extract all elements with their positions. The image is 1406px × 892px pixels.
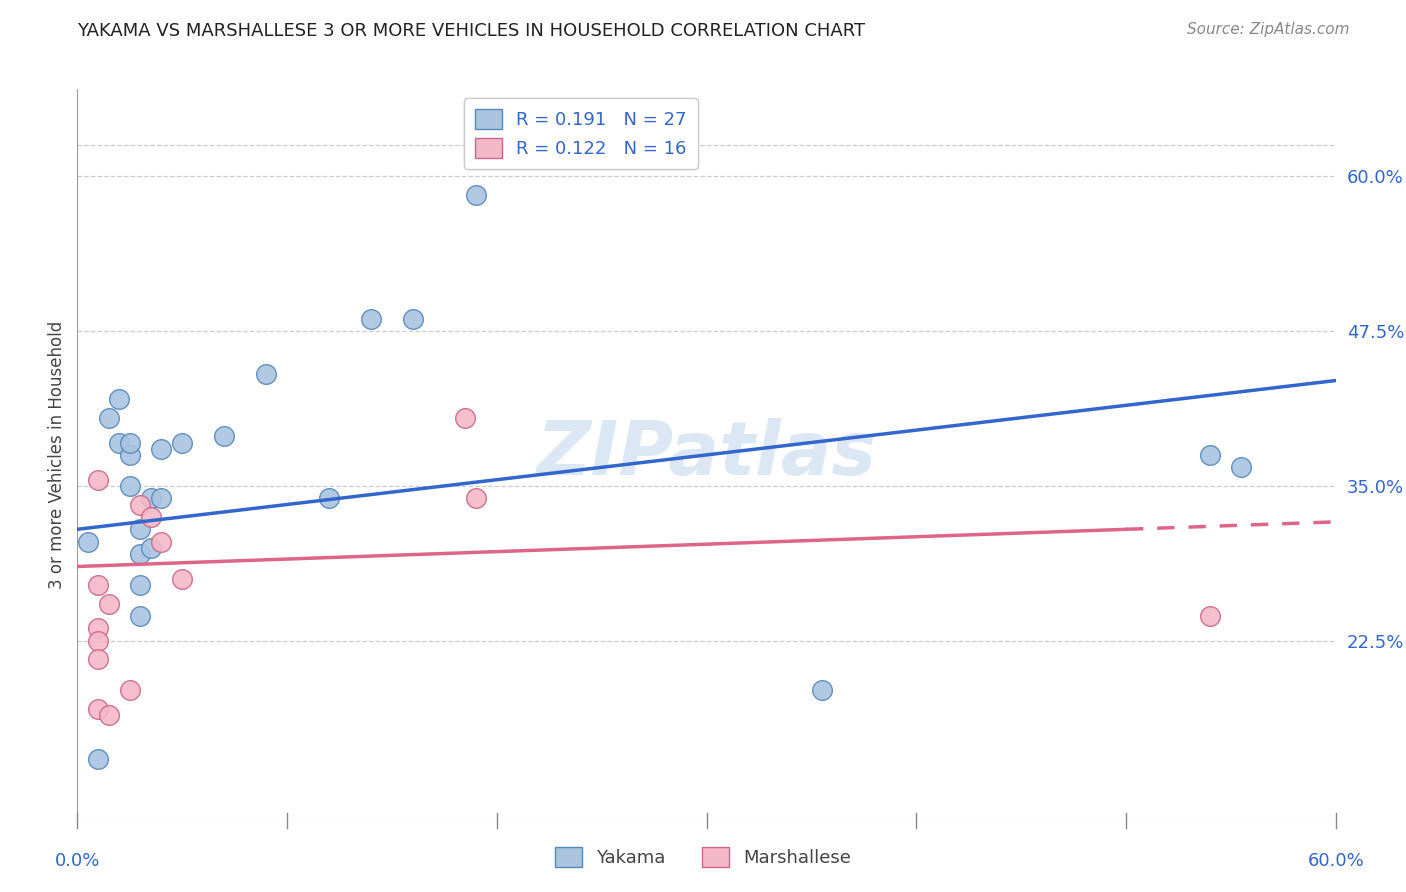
Point bbox=[129, 578, 152, 592]
Y-axis label: 3 or more Vehicles in Household: 3 or more Vehicles in Household bbox=[48, 321, 66, 589]
Point bbox=[129, 498, 152, 512]
Text: 0.0%: 0.0% bbox=[55, 852, 100, 870]
Point bbox=[87, 652, 110, 666]
Point bbox=[150, 491, 173, 506]
Point bbox=[118, 448, 141, 462]
Point bbox=[464, 491, 486, 506]
Point bbox=[97, 410, 120, 425]
Legend: R = 0.191   N = 27, R = 0.122   N = 16: R = 0.191 N = 27, R = 0.122 N = 16 bbox=[464, 98, 697, 169]
Point bbox=[1199, 448, 1222, 462]
Point bbox=[129, 547, 152, 561]
Point bbox=[139, 541, 162, 555]
Point bbox=[108, 392, 131, 406]
Point bbox=[108, 435, 131, 450]
Text: Source: ZipAtlas.com: Source: ZipAtlas.com bbox=[1187, 22, 1350, 37]
Point bbox=[118, 479, 141, 493]
Legend: Yakama, Marshallese: Yakama, Marshallese bbox=[547, 839, 859, 874]
Point bbox=[97, 708, 120, 723]
Text: ZIPatlas: ZIPatlas bbox=[537, 418, 876, 491]
Text: 60.0%: 60.0% bbox=[1308, 852, 1364, 870]
Point bbox=[87, 578, 110, 592]
Point bbox=[87, 622, 110, 636]
Point bbox=[87, 473, 110, 487]
Point bbox=[97, 597, 120, 611]
Point bbox=[150, 442, 173, 456]
Point bbox=[172, 435, 194, 450]
Point bbox=[811, 683, 834, 698]
Point bbox=[254, 368, 277, 382]
Point bbox=[172, 572, 194, 586]
Text: YAKAMA VS MARSHALLESE 3 OR MORE VEHICLES IN HOUSEHOLD CORRELATION CHART: YAKAMA VS MARSHALLESE 3 OR MORE VEHICLES… bbox=[77, 22, 866, 40]
Point bbox=[139, 491, 162, 506]
Point bbox=[212, 429, 235, 443]
Point bbox=[1199, 609, 1222, 624]
Point bbox=[76, 534, 98, 549]
Point bbox=[118, 683, 141, 698]
Point bbox=[150, 534, 173, 549]
Point bbox=[1230, 460, 1253, 475]
Point bbox=[318, 491, 340, 506]
Point bbox=[454, 410, 477, 425]
Point bbox=[139, 509, 162, 524]
Point bbox=[402, 311, 425, 326]
Point bbox=[129, 609, 152, 624]
Point bbox=[87, 752, 110, 766]
Point bbox=[360, 311, 382, 326]
Point bbox=[129, 522, 152, 536]
Point bbox=[87, 702, 110, 716]
Point bbox=[87, 633, 110, 648]
Point bbox=[118, 435, 141, 450]
Point bbox=[464, 187, 486, 202]
